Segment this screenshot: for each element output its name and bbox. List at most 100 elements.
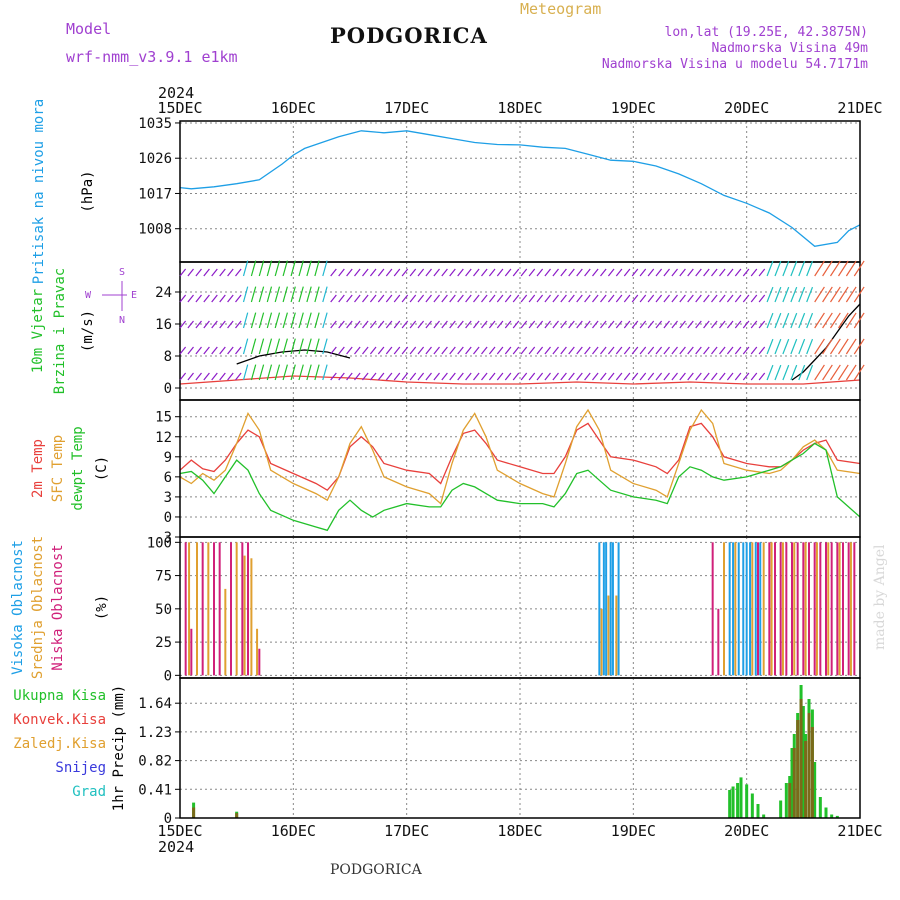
wind-barb-314 bbox=[671, 372, 678, 381]
wind-barb-416 bbox=[837, 286, 849, 303]
clouds-series-3-bar-3 bbox=[768, 542, 771, 676]
temperature-series-1-line bbox=[179, 408, 861, 505]
wind-barb-85 bbox=[314, 260, 320, 277]
wind-barb-373 bbox=[766, 338, 774, 355]
precip-ytick-label-4: 1.64 bbox=[138, 696, 172, 712]
wind-barb-267 bbox=[600, 320, 607, 329]
pressure-ytick-label-0: 1008 bbox=[138, 222, 172, 238]
wind-barb-252 bbox=[576, 320, 583, 329]
wind-barb-243 bbox=[560, 346, 567, 355]
wind-barb-364 bbox=[750, 372, 758, 381]
wind-barb-77 bbox=[298, 312, 304, 329]
wind-barb-424 bbox=[845, 364, 857, 381]
wind-barb-156 bbox=[425, 294, 432, 303]
wind-barb-166 bbox=[441, 294, 448, 303]
wind-barb-346 bbox=[726, 294, 734, 303]
compass-label-2: W bbox=[85, 290, 92, 301]
wind-barb-255 bbox=[584, 268, 591, 277]
wind-barb-333 bbox=[703, 346, 710, 355]
wind-barb-165 bbox=[441, 268, 448, 277]
clouds-series-3-bar-12 bbox=[819, 542, 822, 676]
bottom-time-tick-5: 20DEC bbox=[724, 822, 769, 840]
wind-barb-13 bbox=[195, 346, 202, 355]
wind-barb-94 bbox=[322, 364, 328, 381]
clouds-series-5-bar-4 bbox=[745, 542, 748, 676]
clouds-series-1-bar-7 bbox=[256, 628, 259, 676]
wind-barb-415 bbox=[837, 260, 849, 277]
clouds-series-4-bar-4 bbox=[770, 542, 773, 676]
top-time-tick-1: 16DEC bbox=[271, 99, 316, 117]
top-time-tick-0: 15DEC bbox=[157, 99, 202, 117]
wind-barb-75 bbox=[298, 260, 304, 277]
wind-barb-84 bbox=[306, 364, 312, 381]
wind-barb-58 bbox=[266, 338, 273, 355]
wind-barb-181 bbox=[465, 294, 472, 303]
wind-barb-336 bbox=[711, 294, 718, 303]
wind-barb-321 bbox=[687, 294, 694, 303]
wind-barb-419 bbox=[837, 364, 849, 381]
wind-barb-12 bbox=[195, 320, 202, 329]
wind-barb-134 bbox=[385, 372, 393, 381]
wind-barb-271 bbox=[607, 294, 615, 303]
wind-barb-402 bbox=[814, 312, 825, 329]
wind-barb-16 bbox=[203, 294, 210, 303]
pressure-ylabel-line-0: Pritisak na nivou mora bbox=[31, 99, 47, 284]
wind-barb-350 bbox=[734, 268, 742, 277]
wind-barb-124 bbox=[369, 372, 377, 381]
precip-legend-1: Konvek.Kisa bbox=[13, 712, 106, 728]
wind-barb-209 bbox=[504, 372, 512, 381]
precip-series-1-bar-0 bbox=[192, 807, 196, 818]
wind-barb-342 bbox=[719, 320, 726, 329]
clouds-series-0-bar-7 bbox=[247, 542, 249, 676]
wind-barb-183 bbox=[465, 346, 472, 355]
clouds-series-4-bar-5 bbox=[781, 542, 784, 676]
wind-barb-161 bbox=[433, 294, 440, 303]
precip-series-0-bar-9 bbox=[762, 814, 766, 818]
wind-barb-50 bbox=[258, 260, 265, 277]
wind-barb-95 bbox=[330, 268, 337, 277]
wind-barb-31 bbox=[227, 294, 234, 303]
wind-barb-347 bbox=[726, 320, 734, 329]
wind-barb-356 bbox=[742, 294, 750, 303]
clouds-series-4-bar-1 bbox=[734, 542, 737, 676]
wind-barb-222 bbox=[528, 320, 536, 329]
wind-barb-189 bbox=[473, 372, 480, 381]
wind-barb-113 bbox=[354, 346, 361, 355]
wind-barb-23 bbox=[211, 346, 218, 355]
wind-barb-319 bbox=[679, 372, 686, 381]
bottom-time-tick-2: 17DEC bbox=[384, 822, 429, 840]
wind-barb-404 bbox=[814, 364, 825, 381]
wind-barb-414 bbox=[829, 364, 841, 381]
clouds-ylabel-line-1: Srednja Oblacnost bbox=[30, 536, 46, 679]
wind-barb-334 bbox=[703, 372, 710, 381]
wind-barb-245 bbox=[568, 268, 575, 277]
clouds-ytick-label-1: 25 bbox=[155, 635, 172, 651]
wind-barb-360 bbox=[750, 268, 758, 277]
wind-barb-391 bbox=[798, 286, 806, 303]
wind-barb-62 bbox=[274, 312, 281, 329]
wind-barb-29 bbox=[219, 372, 226, 381]
wind-barb-405 bbox=[822, 260, 833, 277]
wind-barb-201 bbox=[496, 294, 504, 303]
wind-barb-111 bbox=[354, 294, 361, 303]
wind-barb-93 bbox=[322, 338, 328, 355]
clouds-series-1-bar-2 bbox=[207, 542, 210, 676]
wind-barb-108 bbox=[346, 346, 353, 355]
temperature-series-2-line bbox=[179, 442, 861, 532]
wind-barb-327 bbox=[695, 320, 702, 329]
precip-ytick-label-0: 0 bbox=[164, 811, 172, 827]
wind-barb-83 bbox=[306, 338, 312, 355]
precip-series-0-bar-5 bbox=[739, 777, 743, 818]
wind-barb-26 bbox=[219, 294, 226, 303]
wind-barb-363 bbox=[750, 346, 758, 355]
wind-barb-324 bbox=[687, 372, 694, 381]
wind-barb-176 bbox=[457, 294, 464, 303]
wind-barb-251 bbox=[576, 294, 583, 303]
wind-barb-5 bbox=[187, 268, 194, 277]
wind-barb-390 bbox=[798, 260, 806, 277]
wind-barb-131 bbox=[385, 294, 393, 303]
wind-barb-195 bbox=[488, 268, 496, 277]
wind-barb-73 bbox=[290, 338, 296, 355]
clouds-series-1-bar-10 bbox=[615, 595, 618, 676]
